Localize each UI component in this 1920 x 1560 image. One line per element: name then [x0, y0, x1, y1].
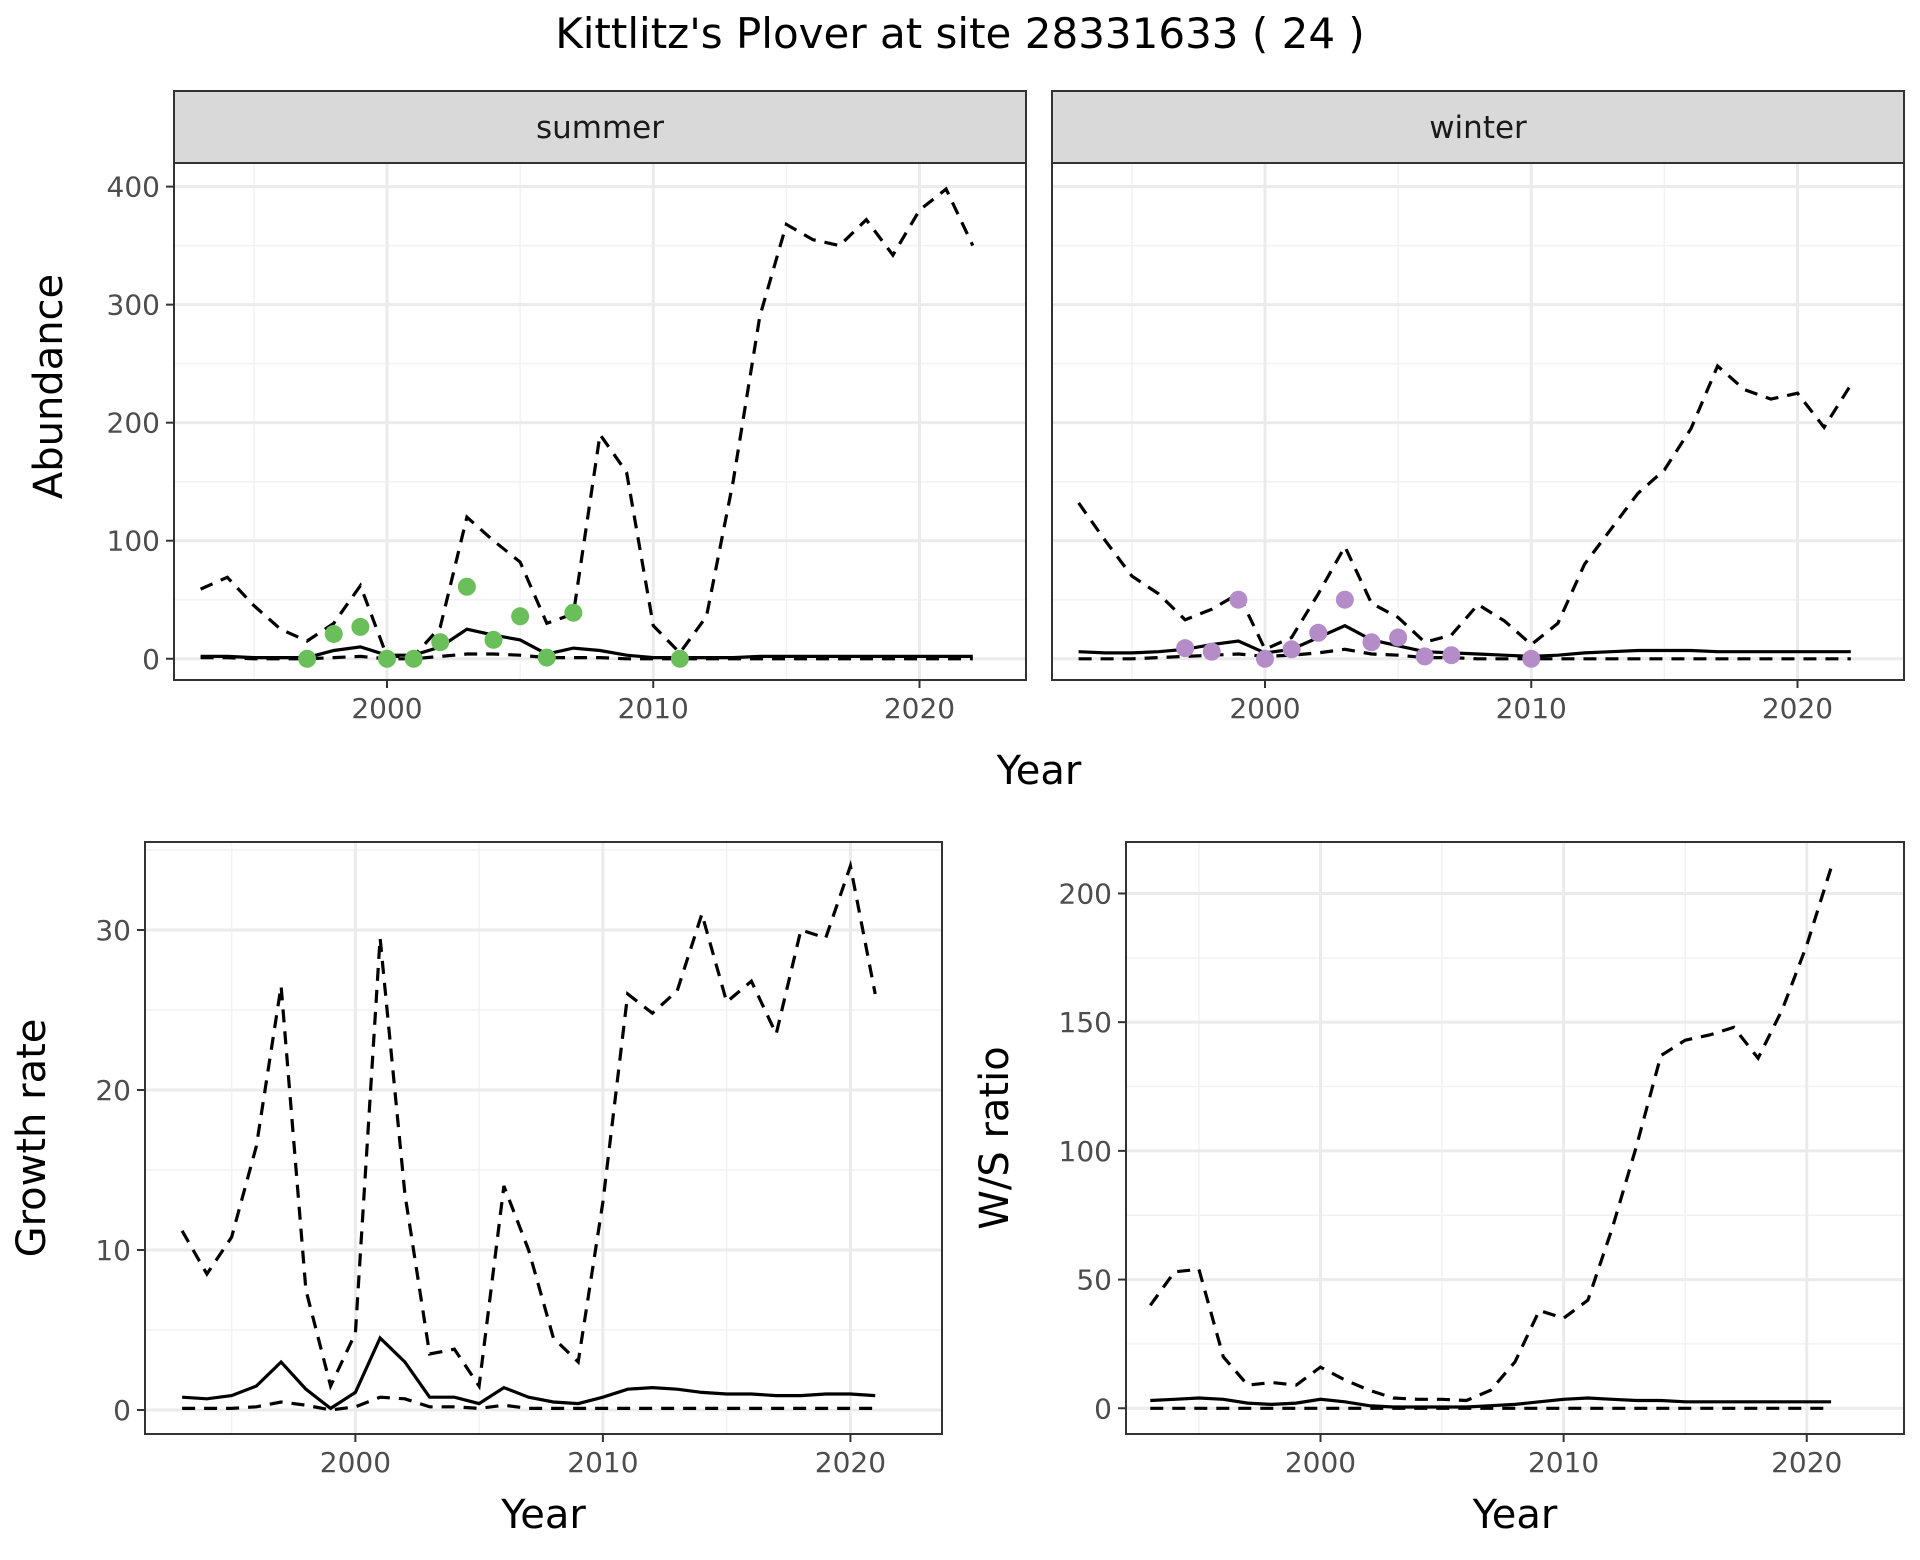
- y-tick-label: 20: [95, 1074, 131, 1107]
- data-point: [378, 649, 396, 668]
- data-point: [1229, 590, 1248, 609]
- series-line-dashed-2: [182, 1395, 876, 1412]
- x-axis-title: Year: [500, 1492, 586, 1538]
- x-tick-label: 2010: [618, 692, 689, 725]
- series-line-solid-0: [200, 627, 973, 660]
- series-line-dashed-1: [180, 859, 877, 1391]
- data-point: [1309, 623, 1328, 642]
- panel-border: [144, 841, 943, 1435]
- y-tick-label: 200: [107, 407, 160, 440]
- y-tick-label: 0: [142, 643, 160, 676]
- series-line-solid-0: [181, 1335, 876, 1411]
- data-point: [1335, 590, 1354, 609]
- data-point: [404, 649, 423, 668]
- data-point: [1202, 642, 1221, 661]
- y-tick-label: 300: [107, 289, 160, 322]
- y-tick-label: 30: [95, 914, 131, 947]
- panel-1: summer 2000 2010 2020 0 100 200 300 400 Abundance: [26, 90, 1027, 725]
- y-tick-label: 100: [107, 525, 160, 558]
- x-tick-label: 2000: [1229, 692, 1300, 725]
- y-tick-label: 10: [95, 1234, 131, 1267]
- panel-3: 2000 2010 2020 0 10 20 30 Growth rate Year: [9, 841, 943, 1538]
- data-point: [457, 577, 476, 596]
- y-axis-title: W/S ratio: [972, 1046, 1018, 1229]
- y-tick-label: 50: [1076, 1264, 1112, 1297]
- data-point: [564, 603, 583, 622]
- facet-strip: [173, 90, 1027, 164]
- x-tick-label: 2020: [1771, 1446, 1842, 1479]
- x-tick-label: 2010: [1528, 1446, 1599, 1479]
- x-tick-label: 2020: [884, 692, 955, 725]
- figure-title: Kittlitz's Plover at site 28331633 ( 24 …: [555, 9, 1365, 58]
- y-tick-label: 0: [1094, 1392, 1112, 1425]
- data-point: [1282, 640, 1301, 659]
- panel-4: 2000 2010 2020 0 50 100 150 200 W/S ratio Year: [972, 841, 1905, 1538]
- series-line-dashed-2: [200, 652, 973, 661]
- panel-border: [1125, 841, 1905, 1435]
- y-tick-label: 400: [107, 171, 160, 204]
- data-point: [1256, 649, 1274, 668]
- y-tick-label: 100: [1059, 1135, 1112, 1168]
- data-point: [511, 607, 530, 626]
- y-tick-label: 150: [1059, 1006, 1112, 1039]
- data-point: [537, 648, 556, 667]
- x-tick-label: 2010: [1496, 692, 1567, 725]
- facet-strip-label: summer: [536, 110, 664, 146]
- data-point: [1442, 646, 1461, 665]
- x-axis-title: Year: [1472, 1492, 1558, 1538]
- data-point: [484, 630, 503, 649]
- panel-2: winter 2000 2010 2020: [1051, 90, 1905, 725]
- x-tick-label: 2000: [1285, 1446, 1356, 1479]
- x-tick-label: 2020: [815, 1446, 886, 1479]
- series-line-dashed-1: [1077, 363, 1853, 652]
- y-axis-title: Abundance: [26, 274, 72, 499]
- x-tick-label: 2000: [351, 692, 422, 725]
- data-point: [351, 617, 370, 636]
- x-tick-label: 2010: [567, 1446, 638, 1479]
- series-line-dashed-2: [1078, 647, 1851, 661]
- data-point: [1389, 628, 1408, 647]
- x-axis-title-shared: Year: [996, 748, 1082, 794]
- x-tick-label: 2020: [1762, 692, 1833, 725]
- y-axis-title: Growth rate: [9, 1019, 55, 1258]
- series-line-solid-0: [1150, 1396, 1832, 1409]
- data-point: [431, 633, 450, 652]
- facet-strip: [1051, 90, 1905, 164]
- x-tick-label: 2000: [320, 1446, 391, 1479]
- data-point: [1415, 647, 1434, 666]
- facet-strip-label: winter: [1429, 110, 1527, 146]
- panel-background: [145, 842, 942, 1434]
- panel-background: [1126, 842, 1904, 1434]
- data-point: [1176, 639, 1195, 658]
- y-tick-label: 200: [1059, 877, 1112, 910]
- data-point: [1362, 633, 1381, 652]
- data-point: [1522, 649, 1541, 668]
- data-point: [298, 649, 317, 668]
- y-tick-label: 0: [113, 1394, 131, 1427]
- data-point: [670, 649, 689, 668]
- data-point: [324, 624, 343, 643]
- series-line-dashed-1: [1149, 867, 1833, 1403]
